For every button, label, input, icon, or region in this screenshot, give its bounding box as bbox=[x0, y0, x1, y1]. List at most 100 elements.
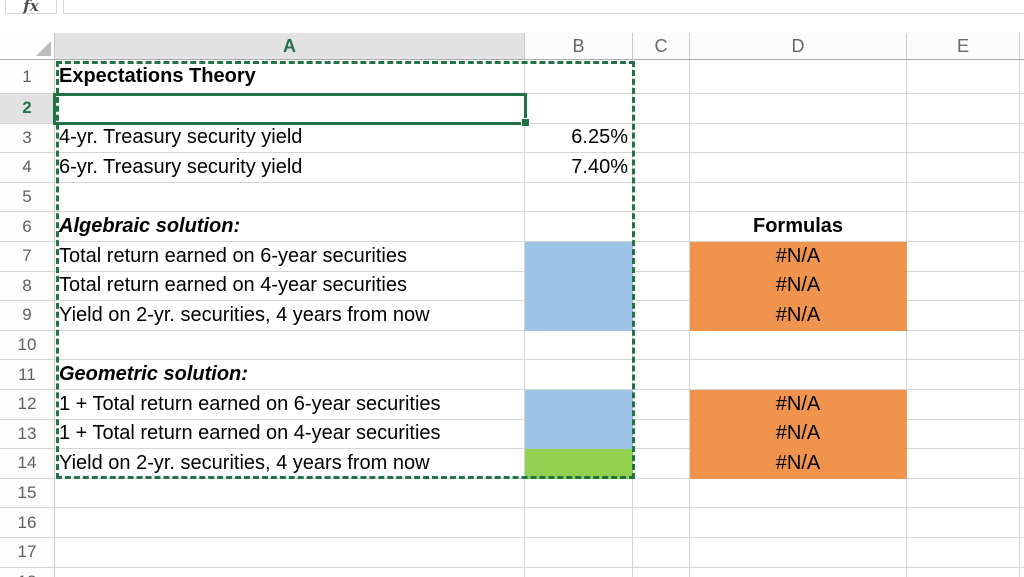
row-header-11[interactable]: 11 bbox=[0, 360, 55, 390]
cell-B15[interactable] bbox=[525, 478, 633, 509]
formula-bar-input[interactable] bbox=[63, 0, 1024, 14]
cell-C17[interactable] bbox=[633, 537, 690, 568]
cell-A2-active[interactable] bbox=[55, 94, 525, 124]
cell-D2[interactable] bbox=[690, 94, 907, 124]
cell-C5[interactable] bbox=[633, 182, 690, 213]
cell-D5[interactable] bbox=[690, 182, 907, 213]
cell-C9[interactable] bbox=[633, 301, 690, 331]
cell-C14[interactable] bbox=[633, 449, 690, 479]
row-header-1[interactable]: 1 bbox=[0, 60, 55, 94]
cell-B14-answer[interactable] bbox=[525, 449, 633, 479]
column-header-c[interactable]: C bbox=[633, 33, 690, 60]
cell-A11[interactable]: Geometric solution: bbox=[55, 360, 525, 390]
row-header-15[interactable]: 15 bbox=[0, 478, 55, 509]
column-header-b[interactable]: B bbox=[525, 33, 633, 60]
cell-A13[interactable]: 1 + Total return earned on 4-year securi… bbox=[55, 419, 525, 450]
cell-E4[interactable] bbox=[907, 153, 1020, 183]
row-header-4[interactable]: 4 bbox=[0, 153, 55, 183]
cell-C16[interactable] bbox=[633, 508, 690, 538]
cell-E12[interactable] bbox=[907, 389, 1020, 420]
cell-D13[interactable]: #N/A bbox=[690, 419, 907, 450]
row-header-14[interactable]: 14 bbox=[0, 449, 55, 479]
cell-A16[interactable] bbox=[55, 508, 525, 538]
column-header-d[interactable]: D bbox=[690, 33, 907, 60]
cell-D6[interactable]: Formulas bbox=[690, 212, 907, 242]
cell-A9[interactable]: Yield on 2-yr. securities, 4 years from … bbox=[55, 301, 525, 331]
cell-E17[interactable] bbox=[907, 537, 1020, 568]
cell-C15[interactable] bbox=[633, 478, 690, 509]
cell-A8[interactable]: Total return earned on 4-year securities bbox=[55, 271, 525, 302]
cell-E13[interactable] bbox=[907, 419, 1020, 450]
row-header-2[interactable]: 2 bbox=[0, 94, 55, 124]
cell-A7[interactable]: Total return earned on 6-year securities bbox=[55, 241, 525, 272]
cell-E6[interactable] bbox=[907, 212, 1020, 242]
cell-D18[interactable] bbox=[690, 567, 907, 577]
row-header-6[interactable]: 6 bbox=[0, 212, 55, 242]
cell-C13[interactable] bbox=[633, 419, 690, 450]
cell-B9-input[interactable] bbox=[525, 301, 633, 331]
row-header-9[interactable]: 9 bbox=[0, 301, 55, 331]
cell-C1[interactable] bbox=[633, 60, 690, 94]
cell-D11[interactable] bbox=[690, 360, 907, 390]
cell-A6[interactable]: Algebraic solution: bbox=[55, 212, 525, 242]
cell-B8-input[interactable] bbox=[525, 271, 633, 302]
cell-A5[interactable] bbox=[55, 182, 525, 213]
row-header-7[interactable]: 7 bbox=[0, 241, 55, 272]
cell-B5[interactable] bbox=[525, 182, 633, 213]
cell-A3[interactable]: 4-yr. Treasury security yield bbox=[55, 123, 525, 154]
cell-B10[interactable] bbox=[525, 330, 633, 361]
cell-C18[interactable] bbox=[633, 567, 690, 577]
cell-E9[interactable] bbox=[907, 301, 1020, 331]
cell-C2[interactable] bbox=[633, 94, 690, 124]
row-header-5[interactable]: 5 bbox=[0, 182, 55, 213]
cell-D8[interactable]: #N/A bbox=[690, 271, 907, 302]
cell-C6[interactable] bbox=[633, 212, 690, 242]
cell-E10[interactable] bbox=[907, 330, 1020, 361]
cell-D9[interactable]: #N/A bbox=[690, 301, 907, 331]
cell-E11[interactable] bbox=[907, 360, 1020, 390]
cell-E5[interactable] bbox=[907, 182, 1020, 213]
cell-D15[interactable] bbox=[690, 478, 907, 509]
cell-D16[interactable] bbox=[690, 508, 907, 538]
row-header-17[interactable]: 17 bbox=[0, 537, 55, 568]
cell-B13-input[interactable] bbox=[525, 419, 633, 450]
fill-handle[interactable] bbox=[521, 118, 530, 127]
cell-B16[interactable] bbox=[525, 508, 633, 538]
cell-A10[interactable] bbox=[55, 330, 525, 361]
cell-E16[interactable] bbox=[907, 508, 1020, 538]
cell-D14[interactable]: #N/A bbox=[690, 449, 907, 479]
cell-A4[interactable]: 6-yr. Treasury security yield bbox=[55, 153, 525, 183]
fx-button[interactable]: fx bbox=[5, 0, 57, 14]
row-header-8[interactable]: 8 bbox=[0, 271, 55, 302]
cell-C8[interactable] bbox=[633, 271, 690, 302]
column-header-e[interactable]: E bbox=[907, 33, 1020, 60]
cell-C4[interactable] bbox=[633, 153, 690, 183]
cell-A14[interactable]: Yield on 2-yr. securities, 4 years from … bbox=[55, 449, 525, 479]
cell-B3[interactable]: 6.25% bbox=[525, 123, 633, 154]
cell-A12[interactable]: 1 + Total return earned on 6-year securi… bbox=[55, 389, 525, 420]
cell-A18[interactable] bbox=[55, 567, 525, 577]
cell-E15[interactable] bbox=[907, 478, 1020, 509]
cell-A15[interactable] bbox=[55, 478, 525, 509]
cell-E2[interactable] bbox=[907, 94, 1020, 124]
cell-B7-input[interactable] bbox=[525, 241, 633, 272]
cell-D10[interactable] bbox=[690, 330, 907, 361]
row-header-16[interactable]: 16 bbox=[0, 508, 55, 538]
cell-C11[interactable] bbox=[633, 360, 690, 390]
select-all-button[interactable] bbox=[0, 33, 55, 60]
row-header-12[interactable]: 12 bbox=[0, 389, 55, 420]
cell-E18[interactable] bbox=[907, 567, 1020, 577]
cell-B4[interactable]: 7.40% bbox=[525, 153, 633, 183]
cell-D7[interactable]: #N/A bbox=[690, 241, 907, 272]
cell-B1[interactable] bbox=[525, 60, 633, 94]
cell-B12-input[interactable] bbox=[525, 389, 633, 420]
cell-C3[interactable] bbox=[633, 123, 690, 154]
cell-C7[interactable] bbox=[633, 241, 690, 272]
row-header-13[interactable]: 13 bbox=[0, 419, 55, 450]
cell-D17[interactable] bbox=[690, 537, 907, 568]
row-header-10[interactable]: 10 bbox=[0, 330, 55, 361]
cell-E3[interactable] bbox=[907, 123, 1020, 154]
cell-B11[interactable] bbox=[525, 360, 633, 390]
cell-D1[interactable] bbox=[690, 60, 907, 94]
cell-B6[interactable] bbox=[525, 212, 633, 242]
